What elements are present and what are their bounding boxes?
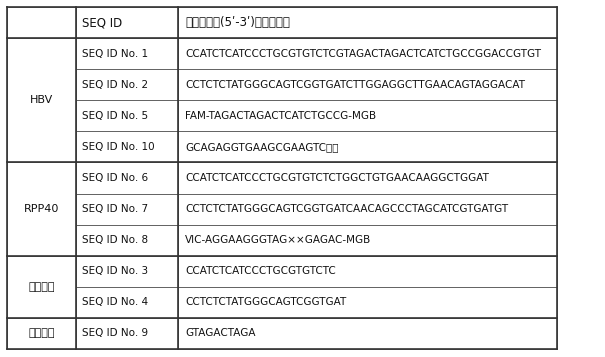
Text: SEQ ID No. 5: SEQ ID No. 5 [82,111,148,121]
Text: SEQ ID No. 1: SEQ ID No. 1 [82,49,148,59]
Bar [178,38,557,69]
Text: 公用引物: 公用引物 [28,282,55,292]
Text: CCATCTCATCCCTGCGTGTCTCTGGCTGTGAACAAGGCTGGAT: CCATCTCATCCCTGCGTGTCTCTGGCTGTGAACAAGGCTG… [185,173,489,183]
Text: RPP40: RPP40 [24,204,59,214]
Bar [7,318,76,349]
Bar [76,162,178,193]
Bar [178,256,557,287]
Text: GCAGAGGTGAAGCGAAGTC，，: GCAGAGGTGAAGCGAAGTC，， [185,142,339,152]
Bar [7,7,76,38]
Bar [76,256,178,287]
Text: SEQ ID No. 8: SEQ ID No. 8 [82,235,148,245]
Bar [178,69,557,100]
Bar [76,38,178,69]
Bar [76,100,178,131]
Bar [178,100,557,131]
Bar [76,193,178,225]
Text: CCTCTCTATGGGCAGTCGGTGATCAACAGCCCTAGCATCGTGATGT: CCTCTCTATGGGCAGTCGGTGATCAACAGCCCTAGCATCG… [185,204,508,214]
Bar [178,131,557,162]
Text: 随机序列: 随机序列 [28,328,55,338]
Text: GTAGACTAGA: GTAGACTAGA [185,328,256,338]
Text: SEQ ID No. 6: SEQ ID No. 6 [82,173,148,183]
Bar [178,225,557,256]
Text: SEQ ID No. 7: SEQ ID No. 7 [82,204,148,214]
Bar [76,131,178,162]
Text: CCATCTCATCCCTGCGTGTCTC: CCATCTCATCCCTGCGTGTCTC [185,266,336,276]
Text: HBV: HBV [30,95,53,105]
Bar [76,318,178,349]
Bar [76,69,178,100]
Text: CCTCTCTATGGGCAGTCGGTGATCTTGGAGGCTTGAACAGTAGGACAT: CCTCTCTATGGGCAGTCGGTGATCTTGGAGGCTTGAACAG… [185,80,525,90]
Text: CCATCTCATCCCTGCGTGTCTCGTAGACTAGACTCATCTGCCGGACCGTGT: CCATCTCATCCCTGCGTGTCTCGTAGACTAGACTCATCTG… [185,49,541,59]
Text: SEQ ID No. 4: SEQ ID No. 4 [82,297,148,307]
Text: SEQ ID: SEQ ID [82,16,122,29]
Text: SEQ ID No. 2: SEQ ID No. 2 [82,80,148,90]
Bar [76,287,178,318]
Text: SEQ ID No. 9: SEQ ID No. 9 [82,328,148,338]
Text: 核苷酸序列(5ʹ-3ʹ)与修饰特征: 核苷酸序列(5ʹ-3ʹ)与修饰特征 [185,16,290,29]
Text: FAM-TAGACTAGACTCATCTGCCG-MGB: FAM-TAGACTAGACTCATCTGCCG-MGB [185,111,376,121]
Bar [76,7,178,38]
Bar [178,7,557,38]
Text: CCTCTCTATGGGCAGTCGGTGAT: CCTCTCTATGGGCAGTCGGTGAT [185,297,347,307]
Text: VIC-AGGAAGGGTAG××GAGAC-MGB: VIC-AGGAAGGGTAG××GAGAC-MGB [185,235,371,245]
Bar [178,162,557,193]
Bar [7,162,76,256]
Bar [178,287,557,318]
Text: SEQ ID No. 10: SEQ ID No. 10 [82,142,154,152]
Bar [178,318,557,349]
Bar [76,225,178,256]
Bar [7,38,76,162]
Bar [178,193,557,225]
Text: SEQ ID No. 3: SEQ ID No. 3 [82,266,148,276]
Bar [7,256,76,318]
